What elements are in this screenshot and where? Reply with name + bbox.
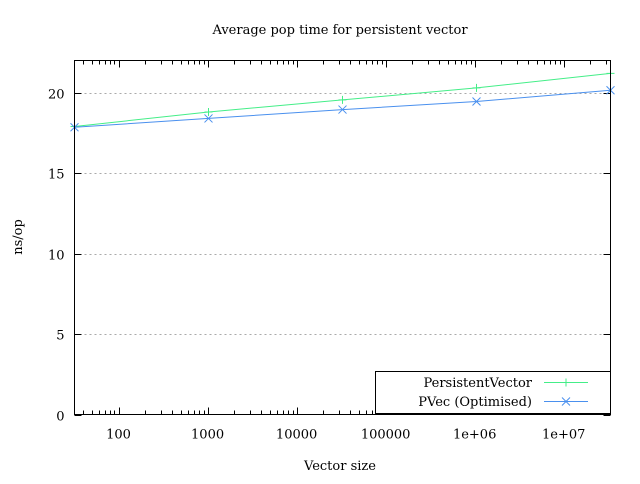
- chart-title: Average pop time for persistent vector: [211, 23, 468, 38]
- data-point: [338, 105, 347, 114]
- x-tick-label: 100: [106, 428, 131, 443]
- series-group: [70, 69, 615, 132]
- legend-box: [375, 371, 611, 414]
- x-tick-label: 1000: [191, 428, 224, 443]
- legend-label-pvec-optimised: PVec (Optimised): [418, 395, 532, 410]
- x-tick-label: 1e+06: [453, 428, 496, 443]
- plot-frame: [74, 60, 611, 415]
- data-point: [472, 83, 481, 92]
- x-tick-label: 10000: [276, 428, 317, 443]
- data-point: [204, 114, 213, 123]
- grid: [74, 93, 611, 335]
- data-point: [338, 95, 347, 104]
- x-axis-label: Vector size: [303, 459, 376, 474]
- y-tick-label: 0: [56, 410, 64, 425]
- y-axis-label: ns/op: [11, 219, 26, 255]
- legend-marker-0: [562, 378, 570, 387]
- y-tick-label: 10: [48, 249, 65, 264]
- data-point: [204, 107, 213, 116]
- x-tick-label: 100000: [361, 428, 411, 443]
- data-point: [472, 97, 481, 106]
- x-tick-label: 1e+07: [542, 428, 585, 443]
- y-tick-label: 15: [48, 168, 65, 183]
- legend: PersistentVector PVec (Optimised): [375, 371, 611, 414]
- series-line-1: [74, 89, 611, 128]
- y-tick-label: 5: [56, 329, 64, 344]
- legend-marker-1: [561, 397, 571, 406]
- y-tick-label: 20: [48, 88, 65, 103]
- legend-label-persistentvector: PersistentVector: [423, 376, 532, 391]
